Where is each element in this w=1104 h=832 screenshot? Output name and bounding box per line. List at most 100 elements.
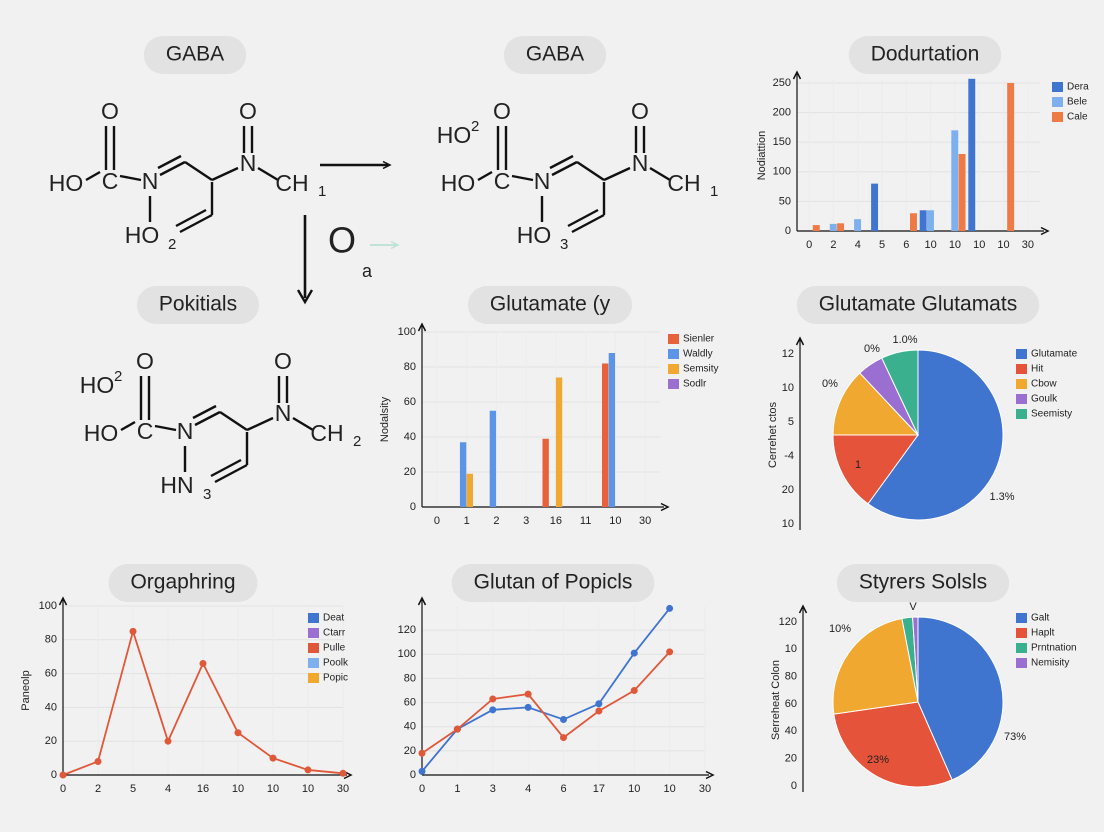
title-pill: [503, 36, 607, 74]
bond: [211, 166, 239, 182]
data-label: 73%: [1004, 731, 1026, 743]
title-pill: [143, 36, 247, 74]
x-tick-label: 10: [628, 783, 640, 795]
title-pill: [796, 286, 1040, 324]
bond: [571, 213, 605, 234]
pie-slice: [832, 434, 919, 505]
x-tick-label: 0: [434, 515, 440, 527]
legend-label: Cale: [1067, 112, 1088, 123]
y-tick-label: 12: [782, 348, 794, 360]
bond: [159, 160, 186, 177]
point: [418, 749, 426, 757]
atom-label: HO: [437, 122, 472, 148]
x-tick-label: 17: [593, 783, 605, 795]
subscript: 2: [353, 433, 361, 450]
title-pill: [108, 564, 258, 602]
subscript: 3: [203, 486, 211, 503]
legend-label: Popic: [323, 673, 348, 684]
atom-label: HO: [49, 170, 84, 196]
x-tick-label: 10: [949, 239, 961, 251]
legend-swatch: [1016, 379, 1027, 389]
title-pill: [136, 286, 260, 324]
bar: [919, 210, 927, 231]
arrow-head: [792, 70, 802, 80]
point: [524, 703, 532, 711]
bar: [601, 363, 609, 507]
legend-label: Sienler: [683, 334, 715, 345]
point: [94, 757, 102, 765]
point: [666, 604, 674, 612]
y-tick-label: 200: [773, 106, 791, 118]
legend-swatch: [1052, 82, 1063, 92]
y-tick-label: 0: [410, 769, 416, 781]
arrow-head: [58, 596, 68, 606]
subscript: 3: [560, 236, 568, 253]
bond: [179, 213, 213, 234]
bar: [608, 353, 616, 507]
bond: [175, 208, 207, 228]
legend-label: Poolk: [323, 658, 349, 669]
panel-title: Dodurtation: [871, 43, 980, 66]
y-tick-label: 20: [782, 484, 794, 496]
legend-swatch: [1016, 628, 1027, 638]
y-tick-label: 80: [404, 672, 416, 684]
bar: [466, 473, 473, 507]
atom-label: CH: [667, 170, 700, 196]
legend-swatch: [308, 658, 319, 668]
pie-slice: [833, 701, 953, 788]
legend-label: Semsity: [683, 364, 719, 375]
bar: [812, 225, 820, 231]
bond: [219, 411, 248, 431]
bond: [257, 166, 279, 182]
x-tick-label: 2: [493, 515, 499, 527]
y-tick-label: 250: [773, 77, 791, 89]
pie-slice: [917, 616, 1004, 781]
legend-label: Cbow: [1031, 379, 1057, 390]
arrow-head: [417, 322, 427, 332]
legend-swatch: [1016, 364, 1027, 374]
x-tick-label: 16: [197, 783, 209, 795]
y-tick-label: 80: [45, 634, 57, 646]
atom-label: O: [101, 98, 119, 124]
atom-label: N: [534, 168, 551, 194]
y-axis-label: Serreheat Colon: [770, 660, 782, 740]
point: [269, 754, 277, 762]
x-tick-label: 3: [523, 515, 529, 527]
reaction-label: a: [362, 261, 373, 281]
x-tick-label: 30: [1022, 239, 1034, 251]
x-tick-label: 10: [997, 239, 1009, 251]
legend-swatch: [668, 334, 679, 344]
atom-label: CH: [310, 420, 343, 446]
bar: [489, 410, 497, 507]
atom-label: C: [102, 168, 119, 194]
pie-slice: [912, 616, 919, 703]
y-tick-label: 10: [782, 518, 794, 530]
bond: [551, 160, 578, 177]
arrow-head: [390, 240, 400, 250]
legend-swatch: [668, 349, 679, 359]
panel-title: GABA: [166, 43, 224, 66]
y-tick-label: 100: [39, 600, 57, 612]
pie-slice: [867, 349, 1004, 521]
arrow-head: [705, 770, 715, 780]
legend-label: Sodlr: [683, 379, 707, 390]
legend-swatch: [1016, 409, 1027, 419]
y-tick-label: 40: [785, 725, 797, 737]
y-tick-label: 20: [785, 753, 797, 765]
atom-label: N: [240, 150, 257, 176]
legend-swatch: [308, 673, 319, 683]
x-tick-label: 6: [560, 783, 566, 795]
atom-label: HO: [84, 420, 119, 446]
y-tick-label: 20: [45, 735, 57, 747]
subscript: 2: [168, 236, 176, 253]
x-tick-label: 10: [267, 783, 279, 795]
point: [304, 766, 312, 774]
pie-slice: [881, 349, 919, 436]
arrow-head: [296, 289, 314, 305]
line-series: [421, 607, 671, 772]
bar: [871, 183, 879, 231]
y-tick-label: 60: [404, 696, 416, 708]
point: [164, 737, 172, 745]
panel-title: Glutamate (y: [490, 293, 611, 316]
atom-label: HO: [80, 372, 115, 398]
